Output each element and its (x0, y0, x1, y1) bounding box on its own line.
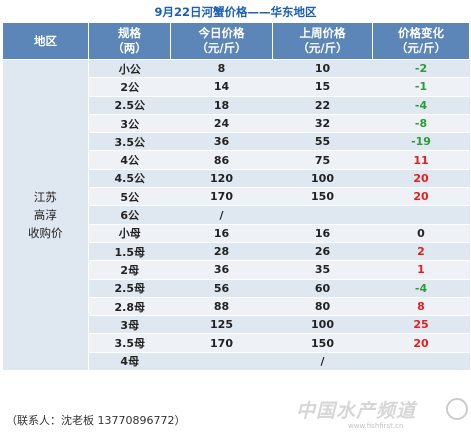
price-change-cell (372, 205, 470, 225)
header-today-price: 今日价格 （元/斤） (170, 22, 273, 60)
last-week-price-cell: 26 (272, 242, 373, 262)
spec-cell: 2.5母 (88, 279, 171, 298)
table-row: 小母 16 16 0 (3, 224, 470, 243)
watermark-icon (446, 398, 468, 420)
watermark-logo: 中国水产频道 (296, 400, 417, 422)
today-price-cell: 36 (170, 260, 273, 280)
table-row: 6公 / (3, 205, 470, 225)
today-price-cell: 28 (170, 242, 273, 262)
last-week-price-cell: 32 (272, 114, 373, 134)
table-row: 2公 14 15 -1 (3, 77, 470, 97)
table-row: 2母 36 35 1 (3, 260, 470, 280)
table-row: 5公 170 150 20 (3, 187, 470, 207)
today-price-cell: 24 (170, 114, 273, 134)
price-change-cell: -4 (372, 96, 470, 115)
spec-cell: 4公 (88, 150, 171, 170)
spec-cell: 小母 (88, 224, 171, 243)
today-price-cell: 86 (170, 150, 273, 170)
last-week-price-cell: 55 (272, 132, 373, 152)
header-last-week-price: 上周价格 （元/斤） (272, 22, 373, 60)
header-price-change: 价格变化 （元/斤） (372, 22, 470, 60)
last-week-price-cell: 100 (272, 169, 373, 189)
table-row: 1.5母 28 26 2 (3, 242, 470, 262)
spec-cell: 2母 (88, 260, 171, 280)
spec-cell: 4.5公 (88, 169, 171, 189)
table-row: 2.5母 56 60 -4 (3, 279, 470, 298)
price-change-cell: 25 (372, 315, 470, 335)
table-row: 江苏 高淳 收购价 小公 8 10 -2 (2, 59, 470, 372)
spec-cell: 2.5公 (88, 96, 171, 115)
price-change-cell: -19 (372, 132, 470, 152)
last-week-price-cell: 75 (272, 150, 373, 170)
last-week-price-cell: 150 (272, 187, 373, 207)
price-change-cell: 8 (372, 297, 470, 317)
watermark-url: www.fishfirst.cn (348, 422, 404, 430)
today-price-cell: 125 (170, 315, 273, 335)
today-price-cell: 170 (170, 187, 273, 207)
price-change-cell: 20 (372, 333, 470, 353)
price-table: 地区 规格 （两） 今日价格 （元/斤） 上周价格 （元/斤） 价格变化 （元/斤） 江… (2, 22, 470, 372)
table-row: 3母 125 100 25 (3, 315, 470, 335)
last-week-price-cell: 15 (272, 77, 373, 97)
spec-cell: 1.5母 (88, 242, 171, 262)
contact-info: （联系人：沈老板 13770896772） (6, 414, 186, 427)
last-week-price-cell: 22 (272, 96, 373, 115)
table-row: 3公 24 32 -8 (3, 114, 470, 134)
spec-cell: 4母 (88, 352, 171, 372)
price-change-cell: -4 (372, 279, 470, 298)
last-week-price-cell: 80 (272, 297, 373, 317)
table-row: 3.5母 170 150 20 (3, 333, 470, 353)
last-week-price-cell: 35 (272, 260, 373, 280)
spec-cell: 3公 (88, 114, 171, 134)
spec-cell: 小公 (88, 59, 171, 79)
today-price-cell: 14 (170, 77, 273, 97)
today-price-cell: / (170, 205, 273, 225)
price-change-cell: -2 (372, 59, 470, 79)
table-row: 3.5公 36 55 -19 (3, 132, 470, 152)
spec-cell: 6公 (88, 205, 171, 225)
price-change-cell: 1 (372, 260, 470, 280)
today-price-cell: 88 (170, 297, 273, 317)
price-change-cell: 11 (372, 150, 470, 170)
today-price-cell: 120 (170, 169, 273, 189)
price-change-cell: 2 (372, 242, 470, 262)
today-price-cell: 36 (170, 132, 273, 152)
header-spec: 规格 （两） (88, 22, 171, 60)
last-week-price-cell (272, 205, 373, 225)
table-row: 2.8母 88 80 8 (3, 297, 470, 317)
price-change-cell: -8 (372, 114, 470, 134)
last-week-price-cell: 16 (272, 224, 373, 243)
today-price-cell: 8 (170, 59, 273, 79)
today-price-cell: 170 (170, 333, 273, 353)
last-week-price-cell: 150 (272, 333, 373, 353)
table-row: 4母 / (3, 352, 470, 372)
price-change-cell: 20 (372, 169, 470, 189)
last-week-price-cell: 10 (272, 59, 373, 79)
last-week-price-cell: 100 (272, 315, 373, 335)
last-week-price-cell: / (272, 352, 373, 372)
header-region: 地区 (2, 22, 89, 60)
price-change-cell: -1 (372, 77, 470, 97)
spec-cell: 3.5母 (88, 333, 171, 353)
today-price-cell: 56 (170, 279, 273, 298)
price-change-cell: 20 (372, 187, 470, 207)
region-cell: 江苏 高淳 收购价 (2, 59, 89, 372)
spec-cell: 3母 (88, 315, 171, 335)
last-week-price-cell: 60 (272, 279, 373, 298)
spec-cell: 2.8母 (88, 297, 171, 317)
today-price-cell (170, 352, 273, 372)
table-row: 2.5公 18 22 -4 (3, 96, 470, 115)
table-row: 4.5公 120 100 20 (3, 169, 470, 189)
price-change-cell (372, 352, 470, 372)
spec-cell: 3.5公 (88, 132, 171, 152)
page-title: 9月22日河蟹价格——华东地区 (154, 5, 317, 19)
today-price-cell: 16 (170, 224, 273, 243)
table-header-row: 地区 规格 （两） 今日价格 （元/斤） 上周价格 （元/斤） 价格变化 （元/斤） (2, 22, 470, 60)
price-change-cell: 0 (372, 224, 470, 243)
spec-cell: 5公 (88, 187, 171, 207)
table-body: 江苏 高淳 收购价 小公 8 10 -2 2公 14 15 -1 2.5公 18 22 -4 3公 24 32 -8… (2, 59, 470, 372)
spec-cell: 2公 (88, 77, 171, 97)
table-row: 4公 86 75 11 (3, 150, 470, 170)
today-price-cell: 18 (170, 96, 273, 115)
